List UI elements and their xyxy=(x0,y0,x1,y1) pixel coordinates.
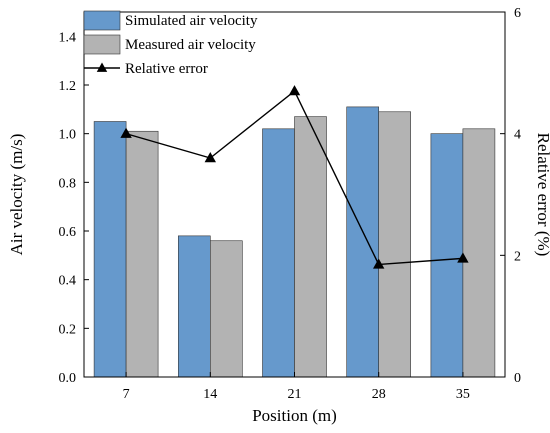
y-axis-title: Air velocity (m/s) xyxy=(7,134,26,256)
right-y-tick-label: 4 xyxy=(514,128,521,143)
bar-simulated-35 xyxy=(430,133,464,378)
legend-swatch xyxy=(83,10,121,31)
relative-error-marker-7 xyxy=(120,127,132,138)
legend-label: Simulated air velocity xyxy=(125,13,258,29)
bar-simulated-7 xyxy=(93,121,127,378)
bar-measured-28 xyxy=(378,111,412,378)
x-tick-label: 21 xyxy=(288,387,302,402)
bar-measured-21 xyxy=(294,116,327,378)
x-tick-label: 14 xyxy=(203,387,217,402)
relative-error-marker-28 xyxy=(373,258,385,269)
relative-error-marker-14 xyxy=(204,152,216,163)
x-tick-label: 35 xyxy=(456,387,470,402)
y-tick-label: 0.8 xyxy=(59,176,77,191)
bar-simulated-21 xyxy=(262,128,295,378)
legend-label: Relative error xyxy=(125,61,208,77)
y-tick-label: 1.0 xyxy=(59,128,77,143)
relative-error-marker-21 xyxy=(288,85,301,96)
legend-marker-swatch xyxy=(96,62,108,72)
x-tick-label: 7 xyxy=(123,387,130,402)
y-tick-label: 0.4 xyxy=(59,274,77,289)
relative-error-marker-35 xyxy=(457,252,469,263)
legend-label: Measured air velocity xyxy=(125,37,256,53)
x-axis-title: Position (m) xyxy=(252,406,337,425)
x-tick-label: 28 xyxy=(372,387,386,402)
y-tick-label: 1.2 xyxy=(59,79,77,94)
y-tick-label: 1.4 xyxy=(59,30,77,45)
right-y-tick-label: 0 xyxy=(514,371,521,386)
bar-measured-7 xyxy=(125,130,159,378)
bar-simulated-14 xyxy=(178,235,211,378)
y-tick-label: 0.0 xyxy=(59,371,77,386)
legend-swatch xyxy=(83,34,121,55)
y-tick-label: 0.2 xyxy=(59,322,77,337)
bar-measured-14 xyxy=(210,240,243,378)
right-y-tick-label: 2 xyxy=(514,249,521,264)
bar-simulated-28 xyxy=(346,106,380,378)
y-tick-label: 0.6 xyxy=(59,225,77,240)
right-y-axis-title: Relative error (%) xyxy=(534,133,550,257)
bar-measured-35 xyxy=(462,128,496,378)
right-y-tick-label: 6 xyxy=(514,6,521,21)
